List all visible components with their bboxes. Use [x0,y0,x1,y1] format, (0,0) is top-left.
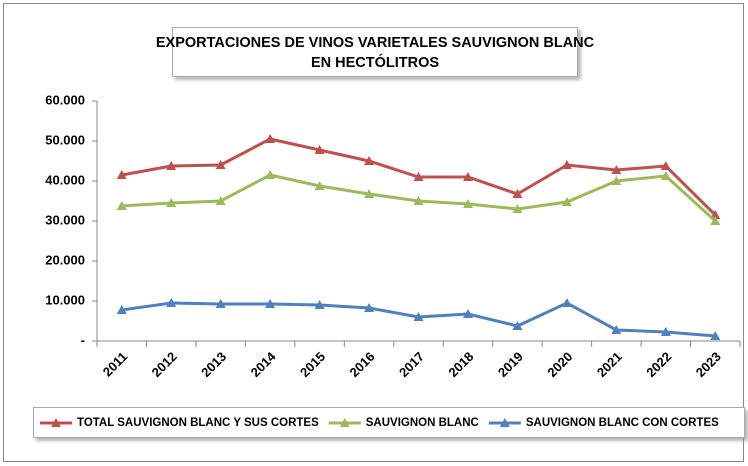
marker [710,331,721,340]
legend-marker [339,418,350,427]
marker [462,199,473,208]
y-tick-label: 30.000 [45,212,85,227]
marker [265,299,276,308]
chart-title: EXPORTACIONES DE VINOS VARIETALES SAUVIG… [156,35,595,51]
y-tick-label: 60.000 [45,92,85,107]
marker [512,321,523,330]
y-tick-label: 20.000 [45,252,85,267]
marker [166,298,177,307]
marker [116,170,127,179]
marker [710,216,721,225]
marker [364,156,375,165]
legend-box [33,407,745,438]
marker [364,189,375,198]
y-tick-label: 40.000 [45,172,85,187]
legend-label: TOTAL SAUVIGNON BLANC Y SUS CORTES [77,417,319,429]
marker [611,165,622,174]
marker [116,201,127,210]
marker [512,204,523,213]
legend-marker [499,418,510,427]
marker [462,172,473,181]
marker [215,299,226,308]
marker [116,305,127,314]
marker [413,312,424,321]
y-tick-label: 10.000 [45,292,85,307]
marker [215,160,226,169]
marker [314,300,325,309]
marker [265,170,276,179]
legend-marker [51,418,61,427]
marker [314,181,325,190]
y-tick-label: - [81,332,85,347]
marker [561,160,572,169]
marker [215,196,226,205]
marker [364,303,375,312]
marker [611,325,622,334]
legend-label: SAUVIGNON BLANC [366,417,479,429]
title-box [172,27,578,77]
marker [561,298,572,307]
chart-border [3,3,744,462]
marker [660,171,671,180]
marker [660,161,671,170]
y-tick-label: 50.000 [45,132,85,147]
marker [265,134,276,143]
chart-title: EN HECTÓLITROS [311,53,439,71]
marker [166,161,177,170]
marker [561,197,572,206]
marker [413,196,424,205]
marker [660,327,671,336]
marker [512,189,523,198]
marker [611,176,622,185]
marker [462,309,473,318]
marker [314,145,325,154]
legend-label: SAUVIGNON BLANC CON CORTES [526,417,719,429]
marker [413,172,424,181]
marker [166,198,177,207]
